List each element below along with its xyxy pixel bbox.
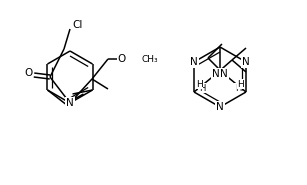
Text: H: H <box>196 80 202 88</box>
Text: N: N <box>212 69 220 79</box>
Text: Cl: Cl <box>215 70 225 80</box>
Text: N: N <box>220 69 228 79</box>
Text: N: N <box>216 102 224 112</box>
Text: O: O <box>118 54 126 64</box>
Text: H: H <box>238 80 244 88</box>
Text: N: N <box>66 98 74 108</box>
Text: CH₃: CH₃ <box>142 55 159 63</box>
Text: Cl: Cl <box>73 20 83 30</box>
Text: N: N <box>242 57 250 67</box>
Text: O: O <box>24 68 32 78</box>
Text: H: H <box>199 83 205 92</box>
Text: H: H <box>235 83 241 92</box>
Text: N: N <box>190 57 198 67</box>
